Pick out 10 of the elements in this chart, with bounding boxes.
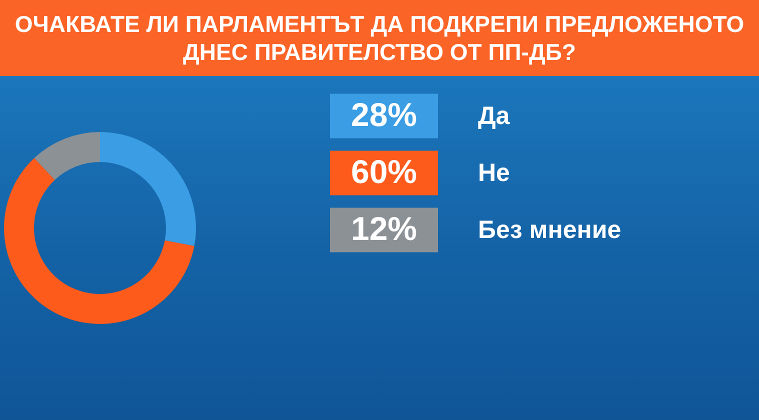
data-label: 12% xyxy=(350,210,418,248)
chart-title: ОЧАКВАТЕ ЛИ ПАРЛАМЕНТЪТ ДА ПОДКРЕПИ ПРЕДЛОЖЕНОТО ДНЕС ПРАВИТЕЛСТВО ОТ ПП-ДБ? xyxy=(14,10,746,66)
data-label: 60% xyxy=(350,153,418,190)
legend-label: Не xyxy=(478,159,510,187)
donut-slice xyxy=(34,132,100,180)
data-label: 28% xyxy=(350,96,418,133)
donut-slice xyxy=(100,132,196,246)
legend-label: Да xyxy=(478,102,511,130)
legend-label: Без мнение xyxy=(478,216,622,244)
donut-slice xyxy=(4,158,194,324)
